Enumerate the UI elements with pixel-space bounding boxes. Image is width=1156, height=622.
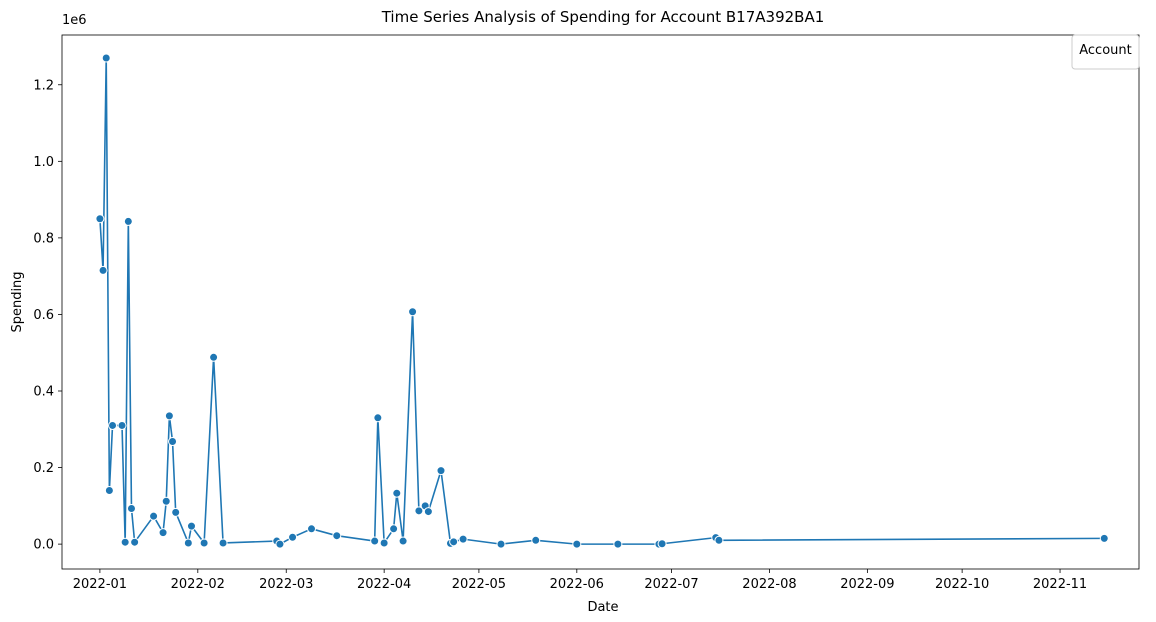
- data-point: [332, 531, 342, 541]
- data-point: [496, 539, 506, 549]
- y-tick-label: 0.0: [33, 538, 54, 553]
- data-point: [123, 216, 133, 226]
- data-point: [101, 53, 111, 63]
- data-point: [379, 538, 389, 548]
- data-point: [183, 538, 193, 548]
- axes-frame: [61, 34, 1140, 570]
- data-point: [1099, 533, 1109, 543]
- data-point: [370, 536, 380, 546]
- y-tick-label: 0.8: [33, 231, 54, 246]
- data-point: [436, 466, 446, 476]
- y-axis: 0.0 0.2 0.4 0.6 0.8 1.0 1.2: [33, 78, 62, 553]
- x-axis-label: Date: [587, 600, 618, 615]
- data-point: [275, 539, 285, 549]
- data-point: [714, 535, 724, 545]
- data-point: [158, 528, 168, 538]
- data-point: [108, 420, 118, 430]
- data-point: [307, 524, 317, 534]
- data-point: [117, 420, 127, 430]
- plot-area: [61, 34, 1140, 570]
- data-point: [389, 524, 399, 534]
- data-point: [199, 538, 209, 548]
- data-point: [186, 521, 196, 531]
- data-point: [572, 539, 582, 549]
- y-tick-label: 0.6: [33, 308, 54, 323]
- y-tick-label: 0.2: [33, 461, 54, 476]
- y-tick-label: 0.4: [33, 385, 54, 400]
- y-tick-label: 1.0: [33, 155, 54, 170]
- data-point: [288, 532, 298, 542]
- x-tick-label: 2022-02: [171, 577, 225, 592]
- data-point: [126, 504, 136, 514]
- x-tick-label: 2022-05: [452, 577, 506, 592]
- data-point: [120, 537, 130, 547]
- data-point: [373, 413, 383, 423]
- data-point: [95, 214, 105, 224]
- data-point: [449, 537, 459, 547]
- data-point: [414, 506, 424, 516]
- data-point: [168, 437, 178, 447]
- x-axis: 2022-01 2022-02 2022-03 2022-04 2022-05 2022-…: [73, 569, 1087, 592]
- data-point: [164, 411, 174, 421]
- x-tick-label: 2022-01: [73, 577, 127, 592]
- chart-title: Time Series Analysis of Spending for Acc…: [381, 8, 825, 26]
- data-point: [408, 307, 418, 317]
- x-tick-label: 2022-03: [259, 577, 313, 592]
- data-point: [392, 488, 402, 498]
- legend: Account: [1071, 34, 1140, 70]
- data-point: [398, 536, 408, 546]
- data-point: [171, 507, 181, 517]
- legend-box: [1071, 34, 1140, 70]
- data-point: [98, 265, 108, 275]
- data-point: [161, 496, 171, 506]
- x-tick-label: 2022-11: [1033, 577, 1087, 592]
- x-tick-label: 2022-04: [357, 577, 411, 592]
- data-point: [613, 539, 623, 549]
- data-point: [657, 539, 667, 549]
- data-point: [423, 507, 433, 517]
- data-point: [104, 486, 114, 496]
- data-point: [218, 538, 228, 548]
- data-point: [209, 352, 219, 362]
- data-point: [149, 511, 159, 521]
- data-point: [458, 534, 468, 544]
- x-tick-label: 2022-07: [644, 577, 698, 592]
- x-tick-label: 2022-10: [935, 577, 989, 592]
- y-axis-label: Spending: [10, 271, 25, 332]
- y-axis-offset-text: 1e6: [62, 13, 87, 28]
- y-tick-label: 1.2: [33, 78, 54, 93]
- data-point: [531, 535, 541, 545]
- legend-title: Account: [1079, 43, 1132, 58]
- series-line: [99, 57, 1105, 545]
- x-tick-label: 2022-06: [550, 577, 604, 592]
- data-point: [130, 537, 140, 547]
- x-tick-label: 2022-08: [742, 577, 796, 592]
- x-tick-label: 2022-09: [840, 577, 894, 592]
